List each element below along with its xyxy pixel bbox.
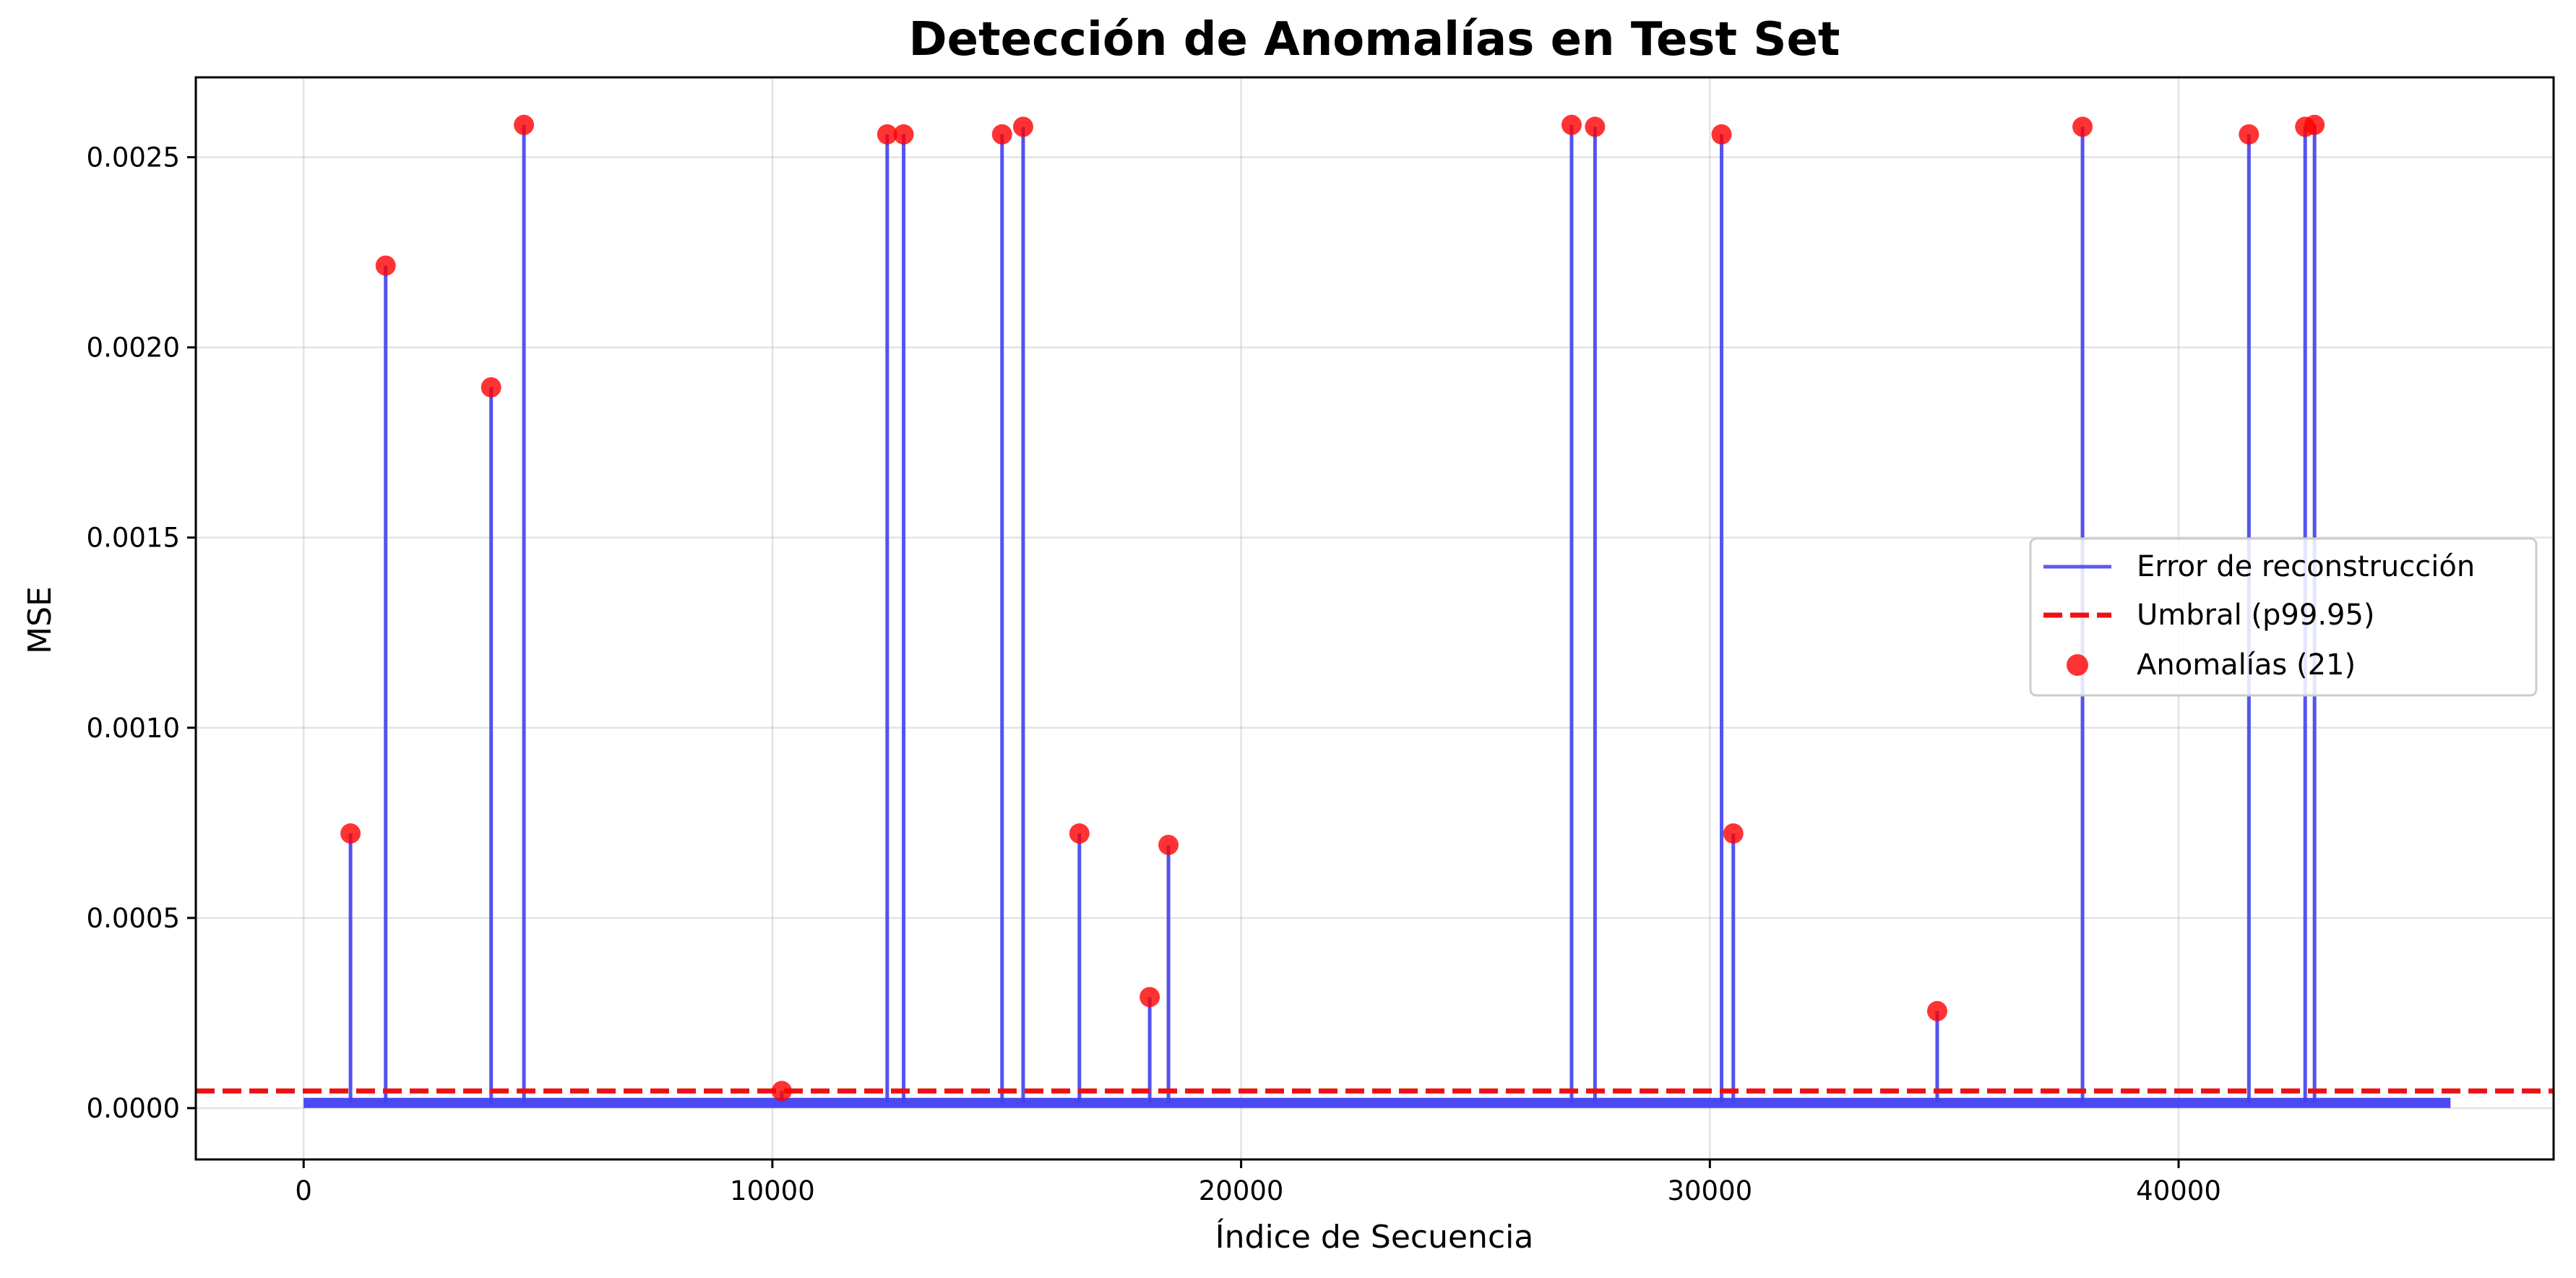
- legend-anomaly-swatch: [2067, 654, 2088, 676]
- y-tick-label: 0.0020: [87, 333, 180, 364]
- x-axis-label: Índice de Secuencia: [1215, 1217, 1534, 1256]
- y-tick-label: 0.0025: [87, 142, 180, 173]
- legend-label-error: Error de reconstrucción: [2137, 550, 2475, 583]
- y-tick-label: 0.0015: [87, 523, 180, 554]
- anomaly-point: [375, 255, 396, 276]
- plot-frame: [194, 76, 2555, 1161]
- anomaly-point: [1012, 116, 1033, 137]
- anomaly-point: [2304, 114, 2325, 135]
- anomaly-point: [2072, 116, 2093, 137]
- anomaly-point: [340, 823, 361, 844]
- chart-title: Detección de Anomalías en Test Set: [909, 13, 1840, 67]
- anomaly-point: [1069, 823, 1090, 844]
- y-tick-label: 0.0010: [87, 713, 180, 744]
- x-tick-label: 20000: [1199, 1175, 1284, 1206]
- y-tick-label: 0.0000: [87, 1093, 180, 1124]
- legend-box: [2029, 537, 2538, 697]
- anomaly-point: [876, 124, 897, 145]
- anomaly-point: [1926, 1000, 1947, 1021]
- y-tick-label: 0.0005: [87, 903, 180, 934]
- anomaly-point: [1561, 114, 1582, 135]
- anomaly-point: [1723, 823, 1744, 844]
- anomaly-point: [481, 377, 501, 398]
- legend-label-anomalies: Anomalías (21): [2137, 648, 2356, 682]
- anomaly-point: [2239, 124, 2260, 145]
- x-tick-label: 30000: [1667, 1175, 1752, 1206]
- x-tick-label: 0: [295, 1175, 312, 1206]
- anomaly-point: [1585, 116, 1606, 137]
- x-tick-label: 10000: [730, 1175, 815, 1206]
- grid: [196, 77, 2554, 1159]
- anomaly-point: [1158, 834, 1179, 855]
- anomaly-point: [771, 1081, 792, 1102]
- y-axis-label: MSE: [22, 586, 59, 654]
- plot-area: [196, 114, 2554, 1108]
- anomaly-point: [514, 114, 535, 135]
- legend-label-threshold: Umbral (p99.95): [2137, 599, 2375, 632]
- anomaly-point: [1711, 124, 1732, 145]
- error-baseline-band: [303, 1097, 2451, 1108]
- x-tick-label: 40000: [2136, 1175, 2221, 1206]
- anomaly-point: [991, 124, 1012, 145]
- legend: Error de reconstrucción Umbral (p99.95) …: [2029, 537, 2538, 697]
- anomaly-point: [1140, 987, 1160, 1008]
- anomaly-point: [893, 124, 914, 145]
- axes: 0 10000 20000 30000 40000 0.0000 0.0005 0.0010 0…: [87, 142, 2221, 1206]
